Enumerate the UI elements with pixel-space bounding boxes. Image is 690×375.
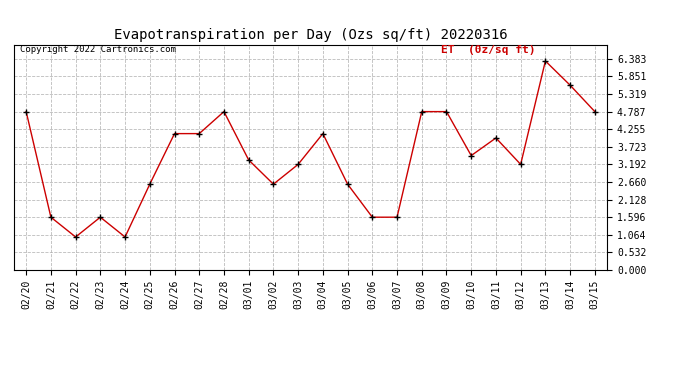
Title: Evapotranspiration per Day (Ozs sq/ft) 20220316: Evapotranspiration per Day (Ozs sq/ft) 2…: [114, 28, 507, 42]
Text: Copyright 2022 Cartronics.com: Copyright 2022 Cartronics.com: [20, 45, 176, 54]
Text: ET  (0z/sq ft): ET (0z/sq ft): [441, 45, 535, 55]
